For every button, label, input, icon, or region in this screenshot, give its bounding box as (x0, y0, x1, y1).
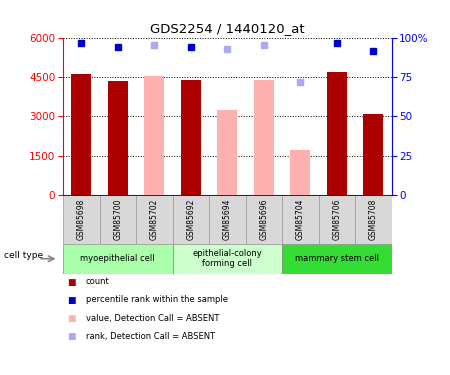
Text: ■: ■ (68, 332, 76, 340)
Text: percentile rank within the sample: percentile rank within the sample (86, 296, 228, 304)
Bar (363, 114, 383, 195)
Text: cell type: cell type (4, 251, 44, 260)
Text: GSM85696: GSM85696 (259, 199, 268, 240)
Bar (282, 244, 392, 274)
Text: ■: ■ (68, 314, 76, 322)
Text: rank, Detection Call = ABSENT: rank, Detection Call = ABSENT (86, 332, 215, 340)
Text: GSM85706: GSM85706 (332, 199, 341, 240)
Text: GSM85704: GSM85704 (296, 199, 305, 240)
Bar (108, 81, 128, 195)
Bar (246, 195, 282, 244)
Text: count: count (86, 278, 109, 286)
Bar (217, 110, 237, 195)
Text: value, Detection Call = ABSENT: value, Detection Call = ABSENT (86, 314, 219, 322)
Bar (99, 195, 136, 244)
Bar (172, 195, 209, 244)
Title: GDS2254 / 1440120_at: GDS2254 / 1440120_at (150, 22, 305, 35)
Bar (290, 150, 310, 195)
Bar (144, 76, 164, 195)
Bar (71, 74, 91, 195)
Bar (63, 195, 99, 244)
Bar (355, 195, 392, 244)
Text: GSM85700: GSM85700 (113, 199, 122, 240)
Text: ■: ■ (68, 278, 76, 286)
Text: GSM85702: GSM85702 (150, 199, 159, 240)
Bar (327, 72, 347, 195)
Text: GSM85708: GSM85708 (369, 199, 378, 240)
Bar (181, 80, 201, 195)
Text: GSM85698: GSM85698 (77, 199, 86, 240)
Text: mammary stem cell: mammary stem cell (295, 254, 379, 263)
Bar (209, 195, 246, 244)
Text: myoepithelial cell: myoepithelial cell (81, 254, 155, 263)
Text: ■: ■ (68, 296, 76, 304)
Bar (319, 195, 355, 244)
Bar (282, 195, 319, 244)
Text: epithelial-colony
forming cell: epithelial-colony forming cell (193, 249, 262, 268)
Bar (136, 195, 172, 244)
Text: GSM85694: GSM85694 (223, 199, 232, 240)
Text: GSM85692: GSM85692 (186, 199, 195, 240)
Bar (172, 244, 282, 274)
Bar (254, 80, 274, 195)
Bar (63, 244, 172, 274)
